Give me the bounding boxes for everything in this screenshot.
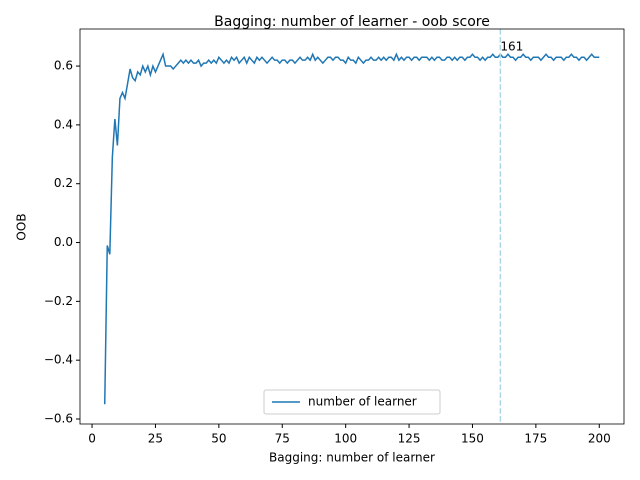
y-tick-label: −0.2 [44,294,73,308]
x-tick-label: 175 [524,432,547,446]
chart-title: Bagging: number of learner - oob score [214,14,490,30]
y-tick-label: 0.0 [54,235,73,249]
y-tick-label: −0.4 [44,353,73,367]
x-tick-label: 75 [275,432,290,446]
y-tick-label: 0.6 [54,59,73,73]
x-tick-label: 50 [211,432,226,446]
x-tick-label: 200 [588,432,611,446]
legend-box [263,389,441,415]
y-tick-label: −0.6 [44,412,73,426]
y-tick-label: 0.4 [54,117,73,131]
x-tick-label: 0 [88,432,96,446]
x-tick-label: 125 [398,432,421,446]
plot-frame [79,28,625,425]
y-tick-label: 0.2 [54,176,73,190]
reference-label: 161 [500,40,523,54]
legend-label: number of learner [308,395,417,409]
x-tick-label: 25 [148,432,163,446]
line [103,51,600,405]
x-axis-label: Bagging: number of learner [269,451,435,465]
x-tick-label: 100 [334,432,357,446]
y-axis-label: OOB [15,213,29,240]
x-tick-label: 150 [461,432,484,446]
